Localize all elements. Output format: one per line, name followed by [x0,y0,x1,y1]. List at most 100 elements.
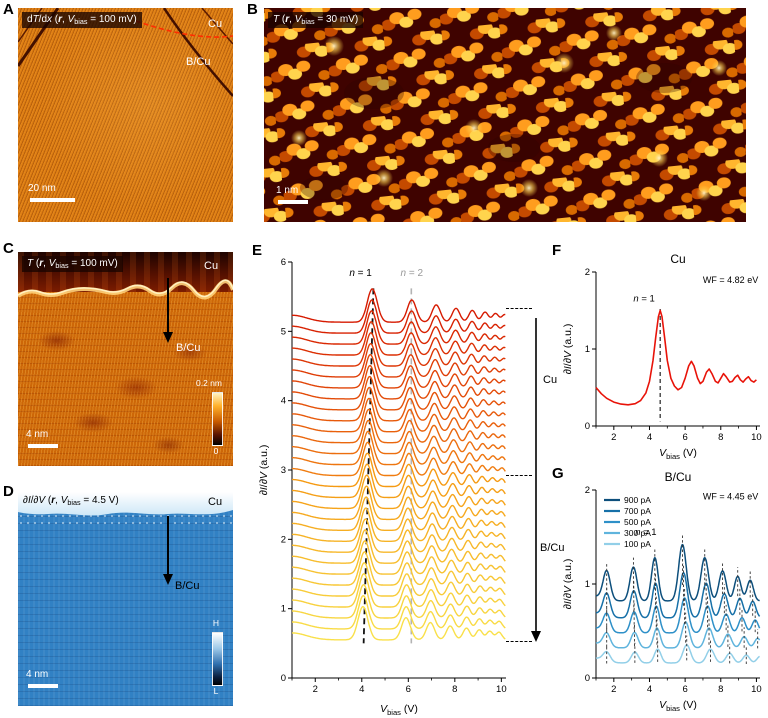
series-line [595,621,761,649]
annotation-text: n = 1 [633,293,654,304]
image-title-c: T (r, Vbias = 100 mV) [22,256,123,272]
down-arrow-head [531,631,541,642]
series-line [291,386,506,422]
side-label-bcu: B/Cu [540,542,565,554]
y-tick-label: 2 [585,267,590,278]
y-tick-label: 0 [281,673,286,684]
x-tick-label: 8 [718,684,723,695]
region-label-cu: Cu [204,260,219,272]
series-line [292,310,506,345]
region-label-cu: Cu [208,18,223,30]
series-line [595,644,760,664]
series-line [292,364,506,400]
guide-line [362,288,375,644]
side-arrow [531,318,541,642]
series-line [292,584,506,619]
chart-e-side-annotation: Cu B/Cu [506,244,566,716]
series-line [595,309,757,406]
x-tick-label: 6 [682,684,687,695]
x-tick-label: 2 [611,432,616,443]
panel-letter-d: D [3,483,14,500]
colorbar-min-label: L [213,686,219,696]
annotation-text: WF = 4.82 eV [703,275,758,285]
cu-bright-band [18,492,233,516]
scale-bar [30,198,75,202]
x-tick-label: 8 [718,432,723,443]
x-tick-label: 8 [452,684,457,695]
scale-bar-label: 4 nm [26,669,49,680]
y-tick-label: 2 [585,485,590,496]
scale-bar [28,684,58,688]
scale-bar [28,444,58,448]
height-colorbar [212,392,223,446]
stm-b-texture [264,8,746,222]
series-line [292,496,506,531]
colorbar-max-label: 0.2 nm [196,378,222,388]
annotation-text: n = 1 [635,527,656,538]
x-tick-label: 2 [313,684,318,695]
series-line [292,562,506,597]
annotation-text: n = 1 [349,268,372,279]
series-line [292,518,506,553]
x-axis-title: Vbias (V) [659,699,697,712]
scale-bar-label: 4 nm [26,429,49,440]
chart-f-cu-spectrum: 2 4 6 8 10 0 1 2 n = 1 WF = 4.82 eV Cu Vbias (V) ∂I/… [562,252,762,460]
y-tick-label: 2 [281,534,286,545]
boundary-ridge [18,279,233,300]
dashed-marker-bottom [506,641,532,642]
legend-label: 500 pA [624,517,651,527]
stm-image-a: dT/dx (r, Vbias = 100 mV) Cu B/Cu 20 nm [18,8,233,222]
panel-letter-g: G [552,465,564,482]
x-tick-label: 10 [496,684,507,695]
boundary-dashed-line [135,20,233,38]
series-line [292,551,506,586]
atomic-lattice-pattern [264,8,746,222]
image-title-b: T (r, Vbias = 30 mV) [268,12,364,28]
panel-letter-e: E [252,242,263,259]
y-tick-label: 1 [281,604,286,615]
chart-g-bcu-spectra: 2 4 6 8 10 0 1 2 n = 1 WF = 4.45 eV B/Cu Vbias (V) ∂… [562,470,762,712]
legend-label: 700 pA [624,506,651,516]
series-line [292,331,506,367]
signal-colorbar [212,632,223,686]
step-edge-line [201,8,233,45]
series-line [291,507,506,542]
panel-letter-c: C [3,240,14,257]
y-tick-label: 1 [585,344,590,355]
chart-title: B/Cu [665,470,692,484]
dark-patches [300,63,692,200]
series-line [292,463,506,499]
image-title-a: dT/dx (r, Vbias = 100 mV) [22,12,142,28]
scale-bar-label: 1 nm [276,185,299,196]
series-line [292,540,506,575]
x-tick-label: 10 [751,684,762,695]
boundary-ridge-highlight [18,279,233,298]
y-axis-title: ∂I/∂V (a.u.) [258,445,270,496]
x-tick-label: 4 [647,684,652,695]
series-line [292,397,506,433]
stm-d-overlay [18,492,233,585]
dashed-marker-middle [506,475,532,476]
region-label-bcu: B/Cu [175,580,200,592]
panel-letter-a: A [3,1,14,18]
series-line [292,485,506,521]
down-arrow-head [163,332,173,343]
down-arrow-head [163,574,173,585]
x-tick-label: 6 [406,684,411,695]
x-axis-title: Vbias (V) [380,703,418,716]
y-axis-title: ∂I/∂V (a.u.) [562,324,574,375]
annotation-text: WF = 4.45 eV [703,491,758,501]
legend-label: 100 pA [624,539,651,549]
stm-c-overlay [18,278,233,343]
series-line [292,595,506,630]
series-line [292,474,506,510]
step-edge-line [162,8,233,97]
series-line [595,572,761,619]
colorbar-max-label: H [212,618,220,628]
region-label-cu: Cu [208,496,223,508]
bright-defect-spots [291,25,727,201]
stm-image-b: T (r, Vbias = 30 mV) 1 nm [264,8,746,222]
region-label-bcu: B/Cu [186,56,211,68]
image-title-d: ∂I/∂V (r, Vbias = 4.5 V) [23,495,119,507]
